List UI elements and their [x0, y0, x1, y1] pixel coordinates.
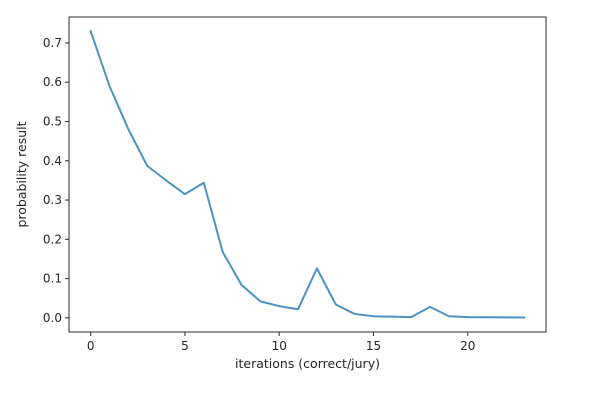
y-tick-label: 0.6	[43, 75, 62, 89]
data-point	[221, 250, 224, 253]
x-axis-label: iterations (correct/jury)	[235, 356, 380, 371]
data-point	[127, 128, 130, 131]
data-point	[448, 315, 450, 318]
series-line	[89, 30, 526, 319]
data-point	[429, 305, 431, 308]
data-point	[316, 267, 318, 270]
data-point	[146, 164, 149, 167]
data-point	[391, 315, 394, 318]
data-point	[353, 313, 356, 315]
data-point	[184, 193, 186, 196]
series-layer	[89, 30, 526, 319]
y-tick-label: 0.5	[43, 114, 62, 128]
y-tick-label: 0.3	[43, 193, 62, 207]
data-point	[165, 179, 167, 182]
x-tick-label: 15	[366, 339, 381, 353]
data-point	[259, 300, 262, 303]
data-point	[410, 316, 413, 318]
data-point	[504, 316, 507, 319]
data-point	[108, 85, 111, 88]
x-tick-label: 5	[181, 339, 189, 353]
data-point	[89, 30, 92, 33]
data-point	[334, 303, 337, 306]
data-point	[202, 181, 205, 184]
y-tick-label: 0.1	[43, 272, 62, 286]
data-point	[372, 315, 375, 318]
y-tick-label: 0.4	[43, 154, 62, 168]
y-tick-label: 0.7	[43, 36, 62, 50]
plot-area	[69, 17, 546, 332]
data-point	[466, 316, 469, 318]
y-tick-label: 0.0	[43, 311, 62, 325]
data-point	[523, 316, 526, 319]
plot-frame	[68, 16, 547, 333]
x-tick-label: 10	[272, 339, 287, 353]
x-axis-ticks: 0 5 10 15 20	[87, 332, 475, 353]
x-tick-label: 20	[460, 339, 475, 353]
x-tick-label: 0	[87, 339, 95, 353]
data-point	[240, 283, 243, 286]
data-point	[278, 305, 281, 307]
y-axis-ticks: 0.0 0.1 0.2 0.3 0.4 0.5 0.6 0.7	[43, 36, 69, 325]
y-axis-label: probability result	[14, 121, 29, 227]
y-tick-label: 0.2	[43, 232, 62, 246]
data-point	[485, 316, 488, 319]
data-point	[297, 308, 299, 311]
